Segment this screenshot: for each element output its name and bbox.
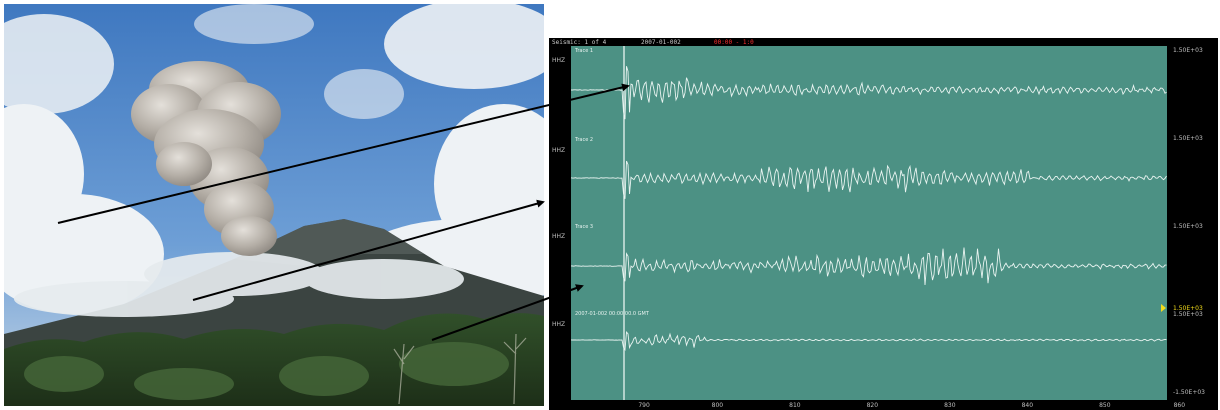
right-tick-2: 1.50E+03 <box>1173 135 1203 142</box>
seismic-trace-2 <box>570 160 1167 199</box>
x-tick-label-1: 790 <box>638 402 650 409</box>
x-tick-label-4: 820 <box>867 402 879 409</box>
volcano-photo-art <box>4 4 544 406</box>
seismogram-chart: Seismic: 1 of 4 2007-01-002 00:00 - 1:0 … <box>552 39 1205 409</box>
left-tick-3: HHZ <box>552 233 565 240</box>
seismic-trace-1 <box>571 66 1167 120</box>
plot-area <box>571 46 1167 400</box>
x-tick-label-3: 810 <box>789 402 801 409</box>
x-tick-label-5: 830 <box>944 402 956 409</box>
right-tick-4: 1.50E+03 <box>1173 311 1203 318</box>
x-tick-label-7: 850 <box>1099 402 1111 409</box>
trace-label-4: 2007-01-002 00:00:00.0 GMT <box>575 311 650 317</box>
seismogram-header: Seismic: 1 of 4 2007-01-002 00:00 - 1:0 <box>552 39 754 46</box>
header-text-3: 00:00 - 1:0 <box>714 39 754 46</box>
x-axis: 790 800 810 820 830 840 850 860 <box>638 402 1185 409</box>
x-tick-label-6: 840 <box>1022 402 1034 409</box>
right-tick-1: 1.50E+03 <box>1173 47 1203 54</box>
seismic-traces <box>570 66 1167 352</box>
seismic-trace-3 <box>570 247 1167 286</box>
trace-label-2: Trace 2 <box>574 137 593 143</box>
header-text-1: Seismic: 1 of 4 <box>552 39 607 46</box>
left-tick-2: HHZ <box>552 147 565 154</box>
header-text-2: 2007-01-002 <box>641 39 681 46</box>
left-axis: HHZ HHZ HHZ HHZ <box>552 57 565 328</box>
seismogram-panel: Seismic: 1 of 4 2007-01-002 00:00 - 1:0 … <box>549 38 1218 410</box>
x-tick-label-8: 860 <box>1174 402 1186 409</box>
right-axis: 1.50E+03 1.50E+03 1.50E+03 1.50E+03 -1.5… <box>1173 47 1205 396</box>
volcano-photo <box>4 4 544 406</box>
right-tick-3: 1.50E+03 <box>1173 223 1203 230</box>
right-tick-5: -1.50E+03 <box>1173 389 1205 396</box>
x-tick-label-2: 800 <box>712 402 724 409</box>
trace-label-3: Trace 3 <box>574 224 593 230</box>
left-tick-1: HHZ <box>552 57 565 64</box>
marker-value: 1.50E+03 <box>1173 305 1203 312</box>
seismic-trace-4 <box>570 331 1167 352</box>
yellow-marker-icon <box>1161 304 1166 312</box>
trace-label-1: Trace 1 <box>574 48 593 54</box>
left-tick-4: HHZ <box>552 321 565 328</box>
